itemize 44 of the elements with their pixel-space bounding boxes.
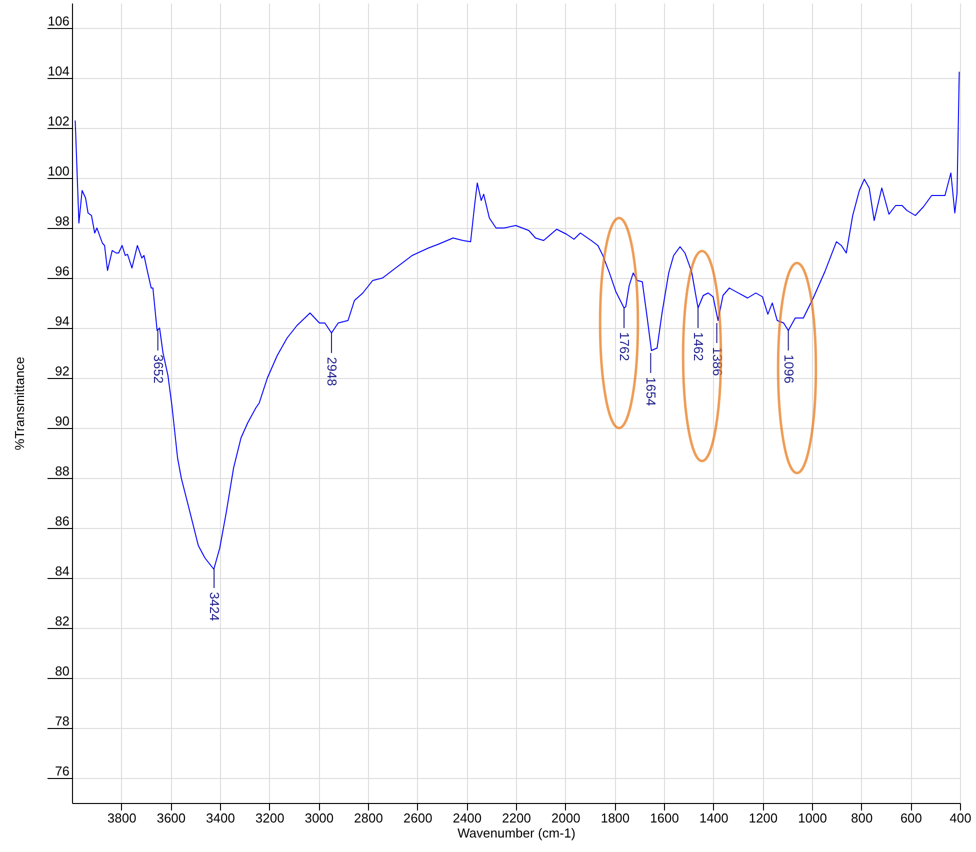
y-tick-label: 76 xyxy=(55,764,70,778)
x-axis-title: Wavenumber (cm-1) xyxy=(458,826,576,840)
x-tick-label: 400 xyxy=(950,810,972,826)
x-tick-label: 1200 xyxy=(748,810,778,826)
y-tick-label: 86 xyxy=(55,514,70,528)
x-tick-label: 1600 xyxy=(650,810,679,826)
y-tick-label: 98 xyxy=(55,214,70,228)
annotation: 2948 xyxy=(324,357,340,386)
y-tick-label: 84 xyxy=(55,564,70,578)
x-tick-label: 600 xyxy=(900,810,922,826)
x-tick-label: 3200 xyxy=(255,810,284,826)
x-tick-label: 1800 xyxy=(600,810,630,826)
x-tick-label: 1400 xyxy=(699,810,728,826)
annotation: 1096 xyxy=(781,354,796,384)
annotation: 1654 xyxy=(644,377,659,406)
x-tick-label: 800 xyxy=(850,810,873,826)
x-tick-label: 2200 xyxy=(502,810,531,826)
annotation: 3652 xyxy=(150,354,166,384)
y-tick-label: 88 xyxy=(55,464,70,478)
y-tick-label: 80 xyxy=(55,664,70,678)
y-tick-label: 106 xyxy=(48,14,70,28)
annotation: 1386 xyxy=(710,347,725,376)
x-tick-label: 2400 xyxy=(452,810,482,826)
y-tick-label: 100 xyxy=(48,164,70,178)
y-tick-label: 102 xyxy=(48,114,70,128)
y-axis-title: %Transmittance xyxy=(12,356,27,450)
x-tick-label: 2800 xyxy=(354,810,383,826)
annotation: 1462 xyxy=(691,332,706,361)
x-tick-label: 2000 xyxy=(551,810,580,826)
y-tick-label: 96 xyxy=(55,264,70,278)
x-tick-label: 3800 xyxy=(107,810,136,826)
y-tick-label: 92 xyxy=(55,364,70,378)
annotation: 1762 xyxy=(617,332,632,361)
y-tick-label: 82 xyxy=(55,614,70,628)
x-tick-label: 3600 xyxy=(156,810,186,826)
x-tick-label: 3400 xyxy=(206,810,235,826)
x-tick-label: 3000 xyxy=(304,810,334,826)
y-tick-label: 94 xyxy=(55,314,70,328)
annotation: 3424 xyxy=(207,592,222,621)
y-tick-label: 90 xyxy=(55,414,70,428)
x-tick-label: 2600 xyxy=(403,810,432,826)
x-tick-label: 1000 xyxy=(798,810,827,826)
y-tick-label: 104 xyxy=(48,64,70,78)
y-tick-label: 78 xyxy=(55,714,70,728)
